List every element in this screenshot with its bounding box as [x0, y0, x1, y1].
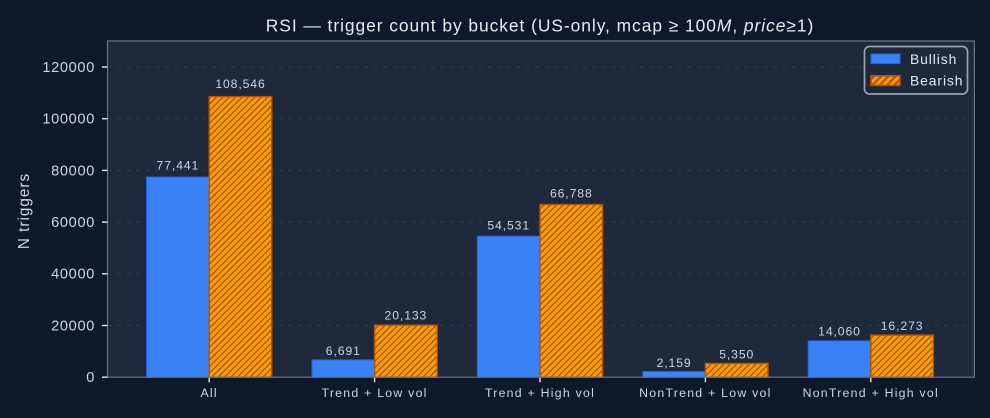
svg-text:14,060: 14,060 — [818, 325, 861, 339]
svg-text:16,273: 16,273 — [881, 319, 924, 333]
svg-text:NonTrend + Low vol: NonTrend + Low vol — [639, 386, 771, 400]
svg-text:20000: 20000 — [51, 318, 95, 334]
svg-text:0: 0 — [86, 370, 95, 386]
svg-text:All: All — [200, 386, 217, 400]
svg-text:5,350: 5,350 — [719, 348, 754, 362]
svg-text:77,441: 77,441 — [157, 158, 200, 172]
svg-text:80000: 80000 — [51, 163, 95, 179]
svg-text:6,691: 6,691 — [326, 344, 361, 358]
svg-text:RSI — trigger count by bucket: RSI — trigger count by bucket (US-only, … — [266, 15, 814, 35]
svg-text:100000: 100000 — [42, 112, 95, 128]
svg-text:Trend + Low vol: Trend + Low vol — [322, 386, 428, 400]
svg-text:120000: 120000 — [42, 60, 95, 76]
svg-text:N triggers: N triggers — [16, 173, 33, 249]
svg-text:2,159: 2,159 — [657, 356, 692, 370]
svg-text:Bearish: Bearish — [910, 73, 963, 89]
svg-text:54,531: 54,531 — [487, 218, 530, 232]
svg-text:Bullish: Bullish — [910, 51, 957, 67]
svg-text:40000: 40000 — [51, 267, 95, 283]
svg-text:NonTrend + High vol: NonTrend + High vol — [803, 386, 939, 400]
svg-text:60000: 60000 — [51, 215, 95, 231]
svg-text:Trend + High vol: Trend + High vol — [485, 386, 595, 400]
svg-text:20,133: 20,133 — [385, 309, 428, 323]
svg-text:108,546: 108,546 — [215, 77, 265, 91]
svg-text:66,788: 66,788 — [550, 186, 593, 200]
